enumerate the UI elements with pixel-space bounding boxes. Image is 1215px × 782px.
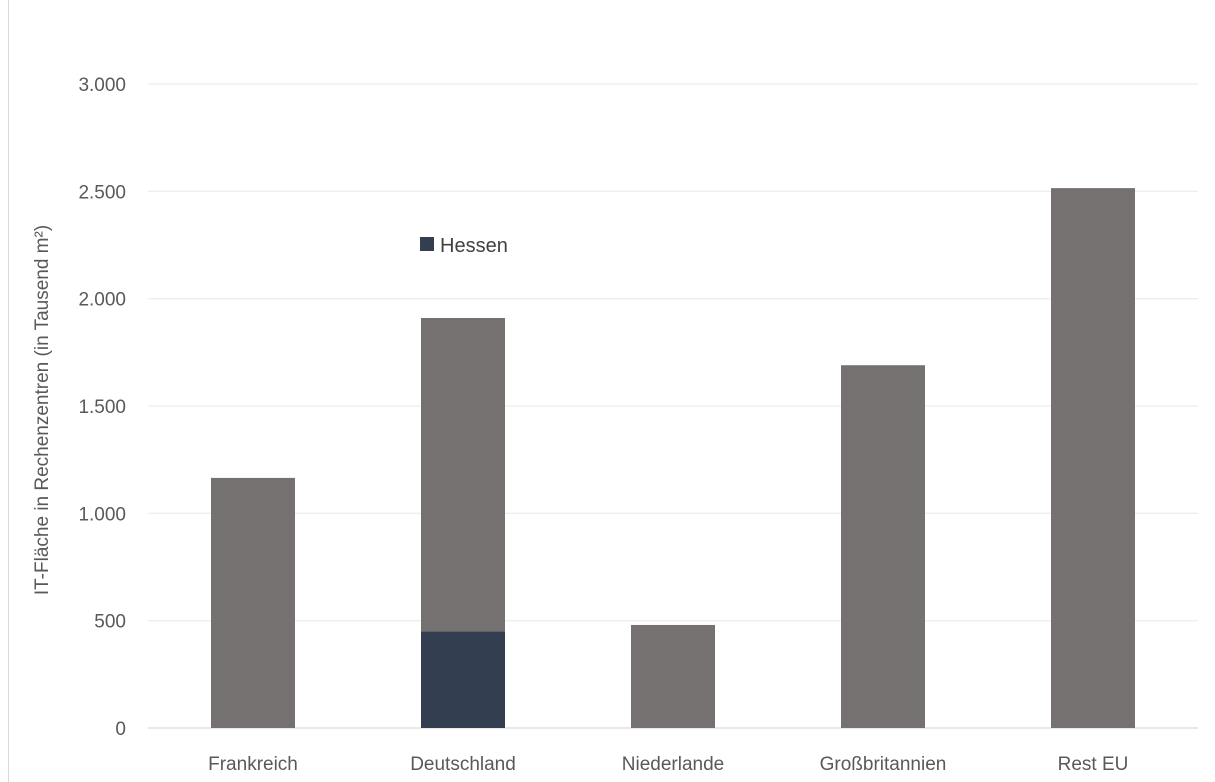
legend-label-hessen: Hessen [440,235,508,257]
y-tick-label: 2.000 [78,290,126,311]
y-tick-label: 3.000 [78,75,126,96]
y-tick-label: 1.500 [78,397,126,418]
x-tick-label: Frankreich [208,754,298,775]
bar-niederlande [631,624,715,728]
y-tick-label: 500 [94,612,126,633]
y-axis-ticks: 0 500 1.000 1.500 2.000 2.500 3.000 [78,75,126,740]
bar-deutschland [421,317,505,632]
x-tick-label: Niederlande [622,754,724,775]
y-tick-label: 1.000 [78,504,126,525]
left-frame-line [8,0,9,782]
x-tick-label: Rest EU [1058,754,1129,775]
bar-deutschland-hessen [421,631,505,728]
bars [211,188,1135,728]
x-tick-label: Großbritannien [820,754,947,775]
x-axis-ticks: Frankreich Deutschland Niederlande Großbrit… [208,754,1128,775]
bar-rest-eu [1051,188,1135,728]
y-axis-title: IT-Fläche in Rechenzentren (in Tausend m… [32,225,53,595]
legend: Hessen [420,235,508,257]
y-tick-label: 0 [115,719,126,740]
gridlines [148,83,1198,729]
legend-swatch-hessen [420,237,434,251]
x-tick-label: Deutschland [410,754,516,775]
y-tick-label: 2.500 [78,182,126,203]
bar-großbritannien [841,365,925,728]
bar-frankreich [211,477,295,728]
